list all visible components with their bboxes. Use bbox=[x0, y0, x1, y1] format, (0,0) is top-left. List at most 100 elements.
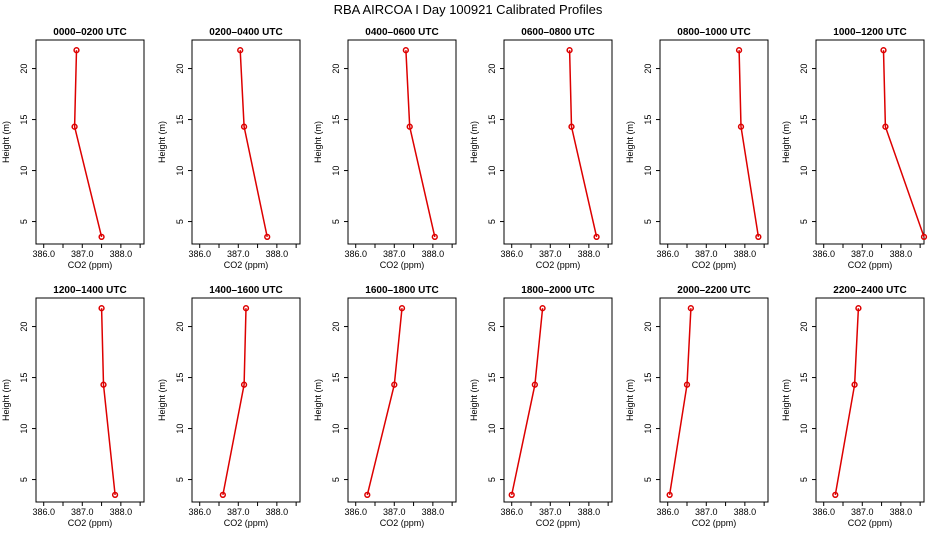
data-point bbox=[98, 233, 105, 241]
x-tick-label: 387.0 bbox=[539, 249, 562, 259]
y-axis-label: Height (m) bbox=[469, 121, 479, 163]
x-axis-label: CO2 (ppm) bbox=[692, 260, 737, 270]
x-tick-label: 387.0 bbox=[227, 249, 250, 259]
data-point bbox=[882, 123, 889, 130]
y-tick-label: 5 bbox=[19, 219, 29, 224]
y-tick-label: 20 bbox=[175, 322, 185, 332]
x-tick-label: 386.0 bbox=[32, 507, 55, 517]
x-tick-label: 386.0 bbox=[656, 507, 679, 517]
x-axis-label: CO2 (ppm) bbox=[380, 260, 425, 270]
y-axis-label: Height (m) bbox=[157, 121, 167, 163]
y-tick-label: 15 bbox=[175, 115, 185, 125]
data-point bbox=[880, 47, 887, 54]
profile-line bbox=[834, 308, 860, 496]
y-tick-label: 10 bbox=[799, 424, 809, 434]
panel-title: 1000–1200 UTC bbox=[833, 27, 906, 38]
data-point bbox=[666, 491, 673, 499]
profile-line bbox=[239, 50, 268, 238]
y-tick-label: 10 bbox=[799, 166, 809, 176]
y-tick-label: 5 bbox=[487, 219, 497, 224]
plot-frame bbox=[815, 297, 925, 503]
plot-frame bbox=[659, 39, 769, 245]
panel-title: 2200–2400 UTC bbox=[833, 285, 906, 296]
x-tick-label: 388.0 bbox=[734, 507, 757, 517]
data-point bbox=[406, 123, 413, 130]
profile-panel: 1600–1800 UTC 386.0 387.0 388.0 5 10 15 20 CO2 (… bbox=[313, 285, 457, 528]
y-axis-label: Height (m) bbox=[313, 379, 323, 421]
profile-panel: 1800–2000 UTC 386.0 387.0 388.0 5 10 15 20 CO2 (… bbox=[469, 285, 613, 528]
plot-frame bbox=[659, 297, 769, 503]
x-tick-label: 388.0 bbox=[266, 507, 289, 517]
plot-frame bbox=[35, 39, 145, 245]
plot-frame bbox=[347, 39, 457, 245]
x-tick-label: 388.0 bbox=[890, 507, 913, 517]
data-point bbox=[71, 123, 78, 130]
profile-panel: 2000–2200 UTC 386.0 387.0 388.0 5 10 15 20 CO2 (… bbox=[625, 285, 769, 528]
y-tick-label: 5 bbox=[799, 219, 809, 224]
profile-line bbox=[366, 308, 403, 496]
data-point bbox=[402, 47, 410, 54]
y-tick-label: 10 bbox=[19, 166, 29, 176]
y-tick-label: 5 bbox=[175, 219, 185, 224]
y-tick-label: 10 bbox=[487, 424, 497, 434]
profile-panel: 1200–1400 UTC 386.0 387.0 388.0 5 10 15 20 CO2 (… bbox=[1, 285, 145, 528]
panel-title: 0000–0200 UTC bbox=[53, 27, 126, 38]
x-tick-label: 387.0 bbox=[383, 507, 406, 517]
panel-title: 1200–1400 UTC bbox=[53, 285, 126, 296]
data-point bbox=[73, 47, 80, 54]
y-tick-label: 15 bbox=[331, 373, 341, 383]
data-point bbox=[98, 305, 105, 312]
y-tick-label: 20 bbox=[19, 64, 29, 74]
y-tick-label: 15 bbox=[643, 115, 653, 125]
x-tick-label: 388.0 bbox=[578, 507, 601, 517]
x-tick-label: 387.0 bbox=[695, 507, 718, 517]
y-axis-label: Height (m) bbox=[313, 121, 323, 163]
y-tick-label: 20 bbox=[643, 64, 653, 74]
y-axis-label: Height (m) bbox=[781, 121, 791, 163]
x-tick-label: 388.0 bbox=[422, 507, 445, 517]
plot-frame bbox=[503, 297, 613, 503]
profile-line bbox=[568, 50, 598, 238]
data-point bbox=[508, 491, 515, 499]
x-tick-label: 388.0 bbox=[422, 249, 445, 259]
plot-frame bbox=[503, 39, 613, 245]
profile-panel: 0400–0600 UTC 386.0 387.0 388.0 5 10 15 20 CO2 (… bbox=[313, 27, 457, 270]
y-axis-label: Height (m) bbox=[625, 379, 635, 421]
plot-frame bbox=[191, 39, 301, 245]
x-tick-label: 387.0 bbox=[71, 507, 94, 517]
y-tick-label: 15 bbox=[19, 115, 29, 125]
x-axis-label: CO2 (ppm) bbox=[536, 260, 581, 270]
profile-panel: 1000–1200 UTC 386.0 387.0 388.0 5 10 15 20 CO2 (… bbox=[781, 27, 928, 270]
x-tick-label: 386.0 bbox=[656, 249, 679, 259]
data-point bbox=[237, 47, 244, 54]
x-tick-label: 387.0 bbox=[539, 507, 562, 517]
x-tick-label: 388.0 bbox=[110, 507, 133, 517]
x-tick-label: 387.0 bbox=[383, 249, 406, 259]
profile-panel: 2200–2400 UTC 386.0 387.0 388.0 5 10 15 20 CO2 (… bbox=[781, 285, 925, 528]
x-axis-label: CO2 (ppm) bbox=[224, 260, 269, 270]
y-tick-label: 15 bbox=[487, 373, 497, 383]
x-axis-label: CO2 (ppm) bbox=[848, 518, 893, 528]
panel-title: 0600–0800 UTC bbox=[521, 27, 594, 38]
data-point bbox=[683, 381, 691, 388]
x-tick-label: 387.0 bbox=[227, 507, 250, 517]
data-point bbox=[240, 123, 248, 130]
y-tick-label: 15 bbox=[799, 115, 809, 125]
y-tick-label: 5 bbox=[643, 219, 653, 224]
x-tick-label: 386.0 bbox=[188, 249, 211, 259]
plot-frame bbox=[347, 297, 457, 503]
x-tick-label: 388.0 bbox=[890, 249, 913, 259]
panel-title: 1600–1800 UTC bbox=[365, 285, 438, 296]
data-point bbox=[735, 47, 743, 54]
y-tick-label: 15 bbox=[175, 373, 185, 383]
panel-title: 1400–1600 UTC bbox=[209, 285, 282, 296]
profile-line bbox=[882, 50, 925, 238]
y-tick-label: 20 bbox=[331, 64, 341, 74]
x-tick-label: 386.0 bbox=[500, 249, 523, 259]
x-axis-label: CO2 (ppm) bbox=[692, 518, 737, 528]
data-point bbox=[264, 233, 271, 241]
profile-line bbox=[668, 308, 692, 496]
y-tick-label: 5 bbox=[643, 477, 653, 482]
y-axis-label: Height (m) bbox=[625, 121, 635, 163]
data-point bbox=[398, 305, 406, 312]
